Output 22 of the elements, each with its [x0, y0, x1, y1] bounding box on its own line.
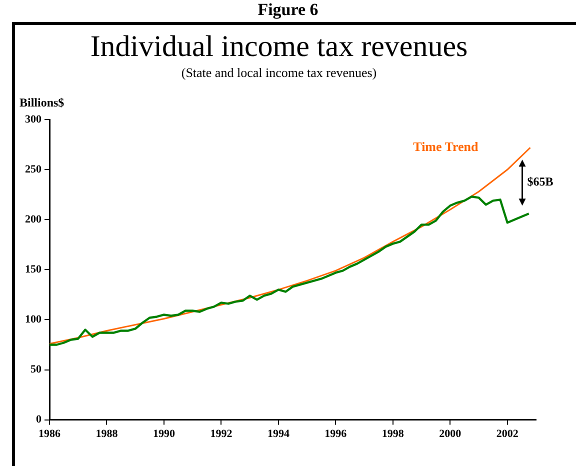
y-axis-title: Billions$: [20, 96, 64, 110]
x-tick-label: 1996: [324, 428, 348, 440]
text: Time Trend: [413, 138, 480, 154]
x-tick-label: 1992: [210, 428, 233, 440]
x-tick-label: 2002: [496, 428, 519, 440]
y-tick-label: 300: [25, 113, 42, 126]
x-tick-label: 1998: [382, 428, 404, 440]
x-tick-label: 2000: [439, 428, 462, 440]
chart-subtitle: (State and local income tax revenues): [181, 65, 377, 80]
x-tick-label: 1988: [96, 428, 118, 440]
x-tick-label: 1994: [267, 428, 290, 440]
y-tick-label: 50: [30, 364, 42, 376]
chart-title: Individual income tax revenues: [90, 30, 468, 63]
x-tick-label: 1986: [38, 428, 61, 440]
y-tick-label: 250: [25, 163, 42, 176]
annotation: $65B: [527, 174, 554, 189]
y-tick-label: 200: [25, 214, 42, 226]
caption: Figure 6: [256, 0, 320, 20]
x-tick-label: 1990: [152, 428, 176, 440]
y-tick-label: 150: [25, 264, 42, 276]
y-tick-label: 100: [25, 314, 42, 326]
y-tick-label: 0: [36, 414, 42, 426]
